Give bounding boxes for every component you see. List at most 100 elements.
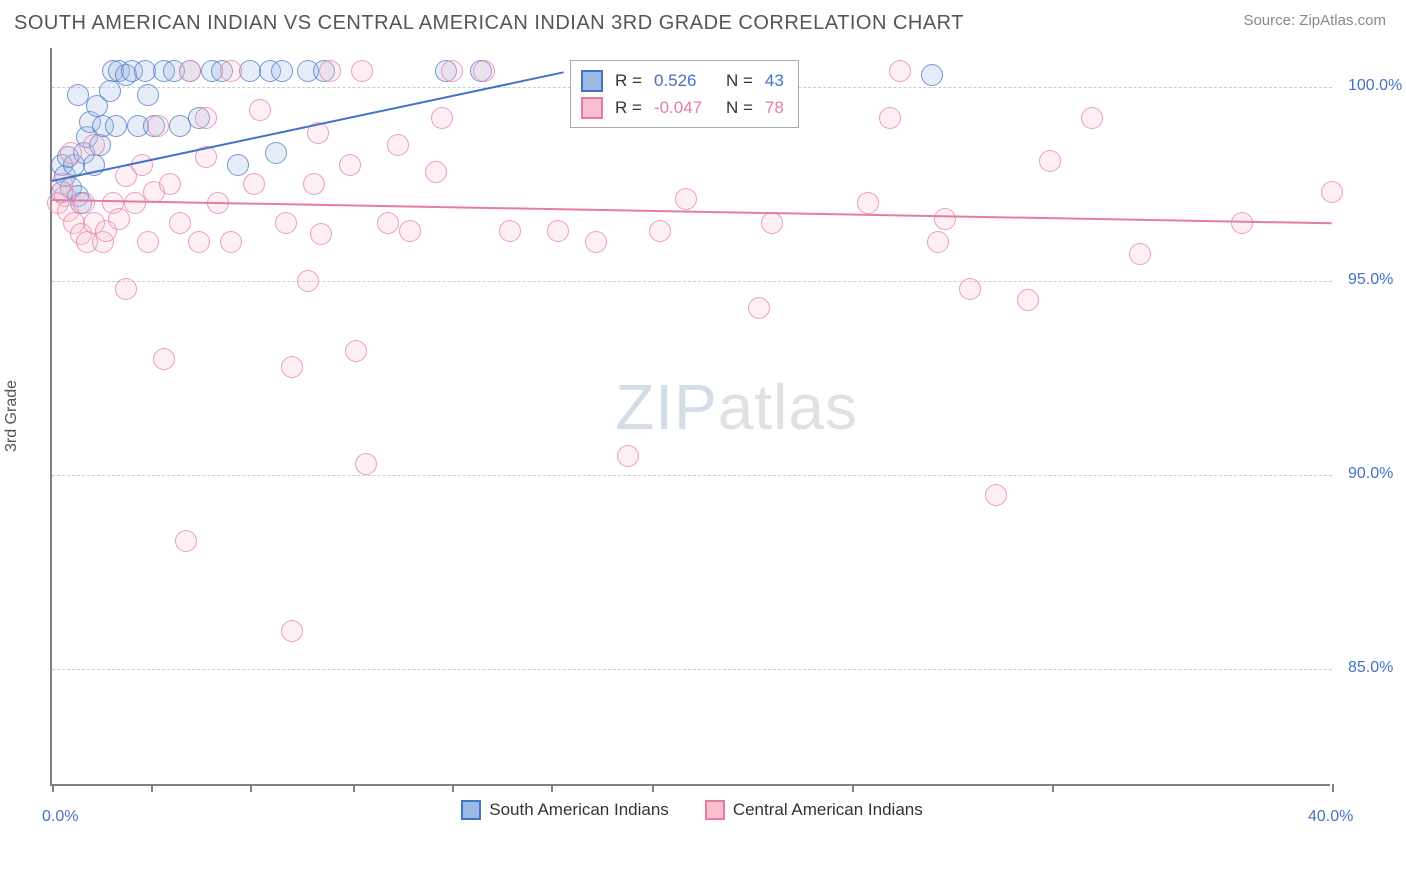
- scatter-point: [431, 107, 453, 129]
- scatter-point: [425, 161, 447, 183]
- x-tick: [652, 784, 654, 792]
- scatter-point: [227, 154, 249, 176]
- scatter-point: [179, 60, 201, 82]
- scatter-point: [879, 107, 901, 129]
- scatter-point: [921, 64, 943, 86]
- chart-area: 3rd Grade ZIPatlas 85.0%90.0%95.0%100.0%…: [50, 48, 1390, 826]
- watermark-atlas: atlas: [718, 371, 858, 443]
- plot-region: 3rd Grade ZIPatlas 85.0%90.0%95.0%100.0%…: [50, 48, 1330, 786]
- scatter-point: [1321, 181, 1343, 203]
- scatter-point: [137, 84, 159, 106]
- scatter-point: [281, 356, 303, 378]
- scatter-point: [169, 212, 191, 234]
- scatter-point: [617, 445, 639, 467]
- legend-item: Central American Indians: [705, 800, 923, 820]
- y-tick-label: 90.0%: [1348, 465, 1393, 483]
- stats-n-label: N =: [726, 67, 753, 94]
- scatter-point: [355, 453, 377, 475]
- legend-swatch: [461, 800, 481, 820]
- x-tick: [52, 784, 54, 792]
- scatter-point: [60, 142, 82, 164]
- scatter-point: [137, 231, 159, 253]
- scatter-point: [649, 220, 671, 242]
- stats-r-value: -0.047: [654, 94, 714, 121]
- scatter-point: [188, 231, 210, 253]
- legend-item: South American Indians: [461, 800, 669, 820]
- scatter-point: [473, 60, 495, 82]
- scatter-point: [310, 223, 332, 245]
- stats-row: R = -0.047 N = 78: [581, 94, 784, 121]
- scatter-point: [1039, 150, 1061, 172]
- scatter-point: [83, 134, 105, 156]
- scatter-point: [499, 220, 521, 242]
- source-label: Source: ZipAtlas.com: [1243, 12, 1386, 29]
- scatter-point: [319, 60, 341, 82]
- y-axis-label: 3rd Grade: [3, 380, 21, 452]
- scatter-point: [281, 620, 303, 642]
- scatter-point: [339, 154, 361, 176]
- scatter-point: [1129, 243, 1151, 265]
- scatter-point: [934, 208, 956, 230]
- scatter-point: [985, 484, 1007, 506]
- watermark-zip: ZIP: [615, 371, 718, 443]
- x-tick: [1052, 784, 1054, 792]
- x-tick: [452, 784, 454, 792]
- x-tick: [551, 784, 553, 792]
- scatter-point: [124, 192, 146, 214]
- scatter-point: [195, 107, 217, 129]
- grid-line: [52, 475, 1332, 476]
- y-tick-label: 85.0%: [1348, 659, 1393, 677]
- scatter-point: [115, 278, 137, 300]
- stats-n-label: N =: [726, 94, 753, 121]
- legend-label: South American Indians: [489, 800, 669, 820]
- scatter-point: [675, 188, 697, 210]
- scatter-point: [585, 231, 607, 253]
- stats-row: R =0.526N =43: [581, 67, 784, 94]
- scatter-point: [297, 270, 319, 292]
- scatter-point: [351, 60, 373, 82]
- legend-swatch: [705, 800, 725, 820]
- scatter-point: [243, 173, 265, 195]
- stats-swatch: [581, 70, 603, 92]
- stats-r-label: R =: [615, 67, 642, 94]
- chart-title: SOUTH AMERICAN INDIAN VS CENTRAL AMERICA…: [14, 12, 964, 35]
- header-bar: SOUTH AMERICAN INDIAN VS CENTRAL AMERICA…: [0, 0, 1406, 43]
- scatter-point: [959, 278, 981, 300]
- scatter-point: [220, 231, 242, 253]
- stats-swatch: [581, 97, 603, 119]
- scatter-point: [399, 220, 421, 242]
- scatter-point: [153, 348, 175, 370]
- scatter-point: [1017, 289, 1039, 311]
- scatter-point: [275, 212, 297, 234]
- scatter-point: [271, 60, 293, 82]
- scatter-point: [220, 60, 242, 82]
- scatter-point: [105, 115, 127, 137]
- x-tick: [250, 784, 252, 792]
- y-tick-label: 95.0%: [1348, 271, 1393, 289]
- stats-r-label: R =: [615, 94, 642, 121]
- scatter-point: [387, 134, 409, 156]
- x-tick: [151, 784, 153, 792]
- legend-bottom: South American Indians Central American I…: [52, 800, 1332, 820]
- scatter-point: [889, 60, 911, 82]
- stats-box: R =0.526N =43R =-0.047N =78: [570, 60, 799, 128]
- scatter-point: [857, 192, 879, 214]
- scatter-point: [249, 99, 271, 121]
- scatter-point: [265, 142, 287, 164]
- scatter-point: [927, 231, 949, 253]
- grid-line: [52, 669, 1332, 670]
- stats-n-value: 43: [765, 67, 784, 94]
- scatter-point: [1081, 107, 1103, 129]
- x-tick: [852, 784, 854, 792]
- scatter-point: [748, 297, 770, 319]
- scatter-point: [377, 212, 399, 234]
- y-tick-label: 100.0%: [1348, 77, 1402, 95]
- scatter-point: [147, 115, 169, 137]
- scatter-point: [303, 173, 325, 195]
- x-tick: [353, 784, 355, 792]
- scatter-point: [159, 173, 181, 195]
- scatter-point: [441, 60, 463, 82]
- watermark: ZIPatlas: [615, 370, 858, 444]
- scatter-point: [175, 530, 197, 552]
- stats-n-value: 78: [765, 94, 784, 121]
